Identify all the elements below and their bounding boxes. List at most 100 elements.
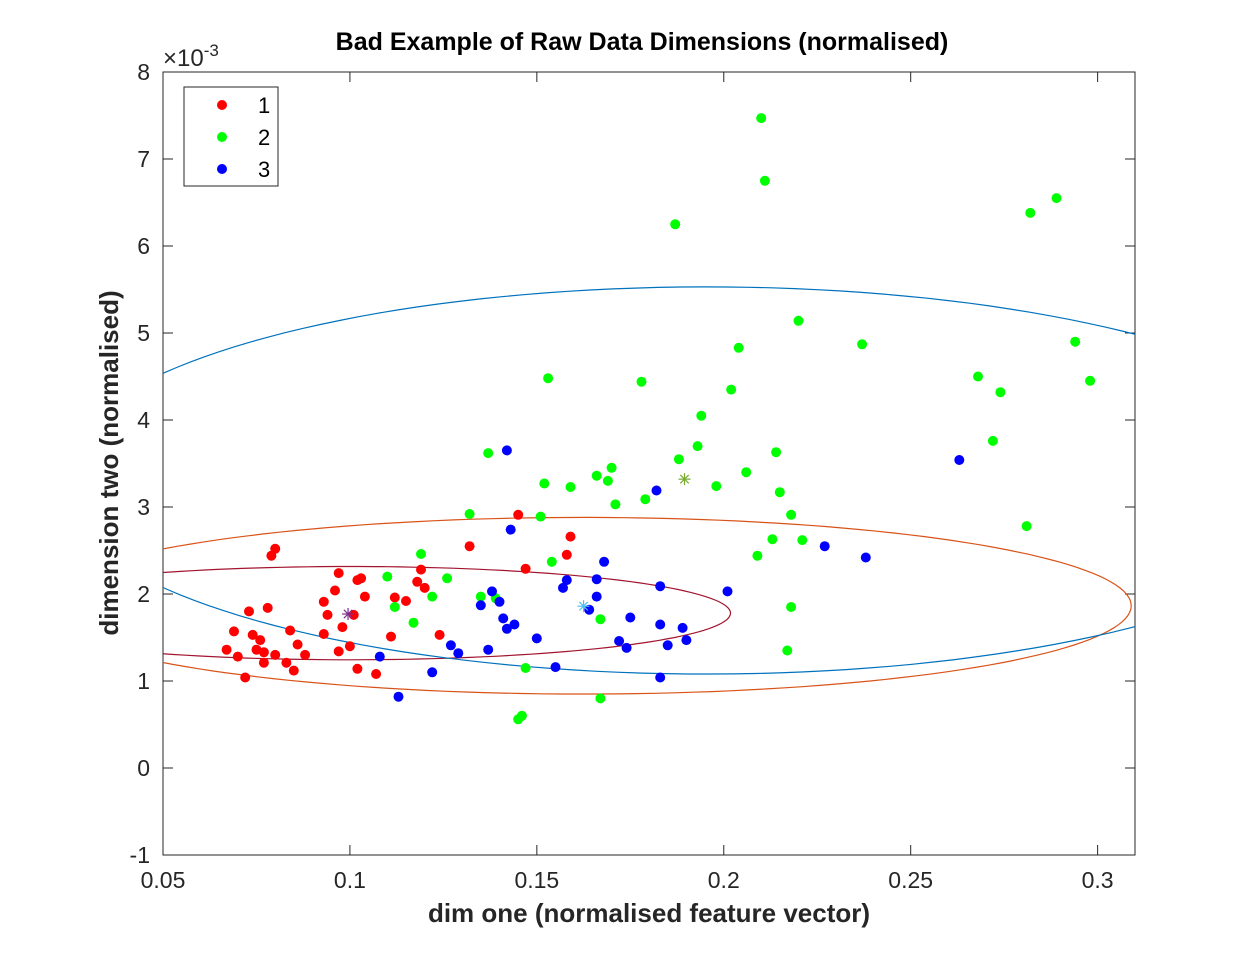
y-tick-label: -1: [130, 842, 150, 868]
data-point-series-2: [786, 509, 797, 520]
data-point-series-2: [711, 481, 722, 492]
data-point-series-2: [741, 467, 752, 478]
data-point-series-2: [382, 571, 393, 582]
data-point-series-3: [651, 485, 662, 496]
data-point-series-2: [595, 614, 606, 625]
data-point-series-1: [285, 625, 296, 636]
data-point-series-2: [793, 315, 804, 326]
data-point-series-3: [561, 575, 572, 586]
data-point-series-2: [565, 482, 576, 492]
plot-area: [162, 71, 1136, 856]
data-point-series-1: [247, 629, 258, 640]
data-point-series-2: [602, 475, 613, 486]
cluster-ellipse-2: [163, 516, 1132, 695]
data-point-series-1: [330, 585, 340, 596]
data-point-series-2: [692, 441, 703, 452]
data-point-series-3: [487, 586, 497, 597]
data-point-series-1: [281, 657, 292, 668]
data-point-series-3: [453, 648, 464, 659]
data-point-series-1: [258, 657, 269, 668]
data-point-series-3: [393, 691, 404, 702]
x-tick-label: 0.1: [334, 867, 366, 893]
data-point-series-2: [516, 710, 527, 721]
data-point-series-2: [427, 591, 438, 602]
chart-title: Bad Example of Raw Data Dimensions (norm…: [336, 28, 949, 56]
y-tick-label: 6: [137, 233, 150, 259]
legend-box: [183, 86, 279, 187]
data-point-series-3: [662, 640, 673, 651]
y-tick-label: 4: [137, 407, 150, 433]
x-tick-label: 0.25: [888, 867, 933, 893]
data-point-series-2: [696, 410, 707, 421]
data-point-series-2: [416, 549, 426, 559]
data-point-series-3: [501, 623, 512, 634]
data-point-series-3: [498, 613, 509, 624]
data-point-series-3: [505, 524, 516, 535]
data-point-series-1: [292, 639, 303, 650]
data-point-series-3: [655, 581, 666, 592]
data-point-series-1: [352, 663, 363, 674]
data-point-series-2: [782, 645, 793, 656]
data-point-series-3: [591, 591, 602, 602]
data-point-series-2: [483, 448, 494, 459]
data-point-series-2: [595, 693, 606, 704]
data-point-series-2: [670, 219, 681, 230]
data-point-series-1: [401, 596, 411, 606]
centroid-marker-1: [342, 608, 355, 621]
y-tick-label: 1: [137, 668, 150, 694]
centroid-marker-3: [577, 600, 590, 613]
y-tick-label: 7: [137, 146, 150, 172]
data-point-series-1: [229, 626, 239, 637]
data-point-series-2: [673, 454, 684, 465]
data-point-series-2: [973, 371, 983, 382]
x-axis-label: dim one (normalised feature vector): [428, 898, 870, 928]
data-point-series-2: [797, 535, 808, 546]
data-point-series-2: [464, 509, 475, 519]
data-point-series-2: [535, 511, 546, 522]
data-point-series-3: [599, 556, 610, 567]
data-point-series-3: [427, 667, 438, 678]
data-point-series-3: [445, 640, 456, 651]
data-point-series-2: [1051, 193, 1062, 204]
axis-ticks: 0.05 0.1 0.15 0.2 0.25 0.3 -1 0 1 2 3 4 5 6 7 8: [130, 59, 1135, 893]
data-point-series-3: [860, 552, 871, 563]
data-point-series-2: [771, 447, 782, 458]
data-point-series-2: [389, 602, 400, 612]
centroid-layer: [342, 473, 691, 621]
points-layer: [221, 113, 1096, 725]
data-point-series-2: [767, 534, 778, 545]
data-point-series-1: [232, 651, 243, 662]
data-point-series-1: [262, 602, 273, 613]
data-point-series-3: [954, 455, 965, 465]
data-point-series-2: [606, 462, 617, 473]
data-point-series-2: [733, 342, 744, 353]
data-point-series-3: [621, 642, 632, 653]
data-point-series-1: [561, 549, 572, 560]
y-tick-label: 0: [137, 755, 150, 781]
data-point-series-2: [475, 591, 486, 602]
cluster-ellipse-1: [163, 565, 732, 661]
data-point-series-1: [565, 531, 576, 542]
legend-marker-3: [217, 164, 227, 174]
data-point-series-1: [359, 591, 370, 602]
data-point-series-3: [722, 586, 733, 597]
data-point-series-1: [300, 649, 311, 660]
legend-marker-2: [217, 132, 227, 142]
data-point-series-1: [322, 609, 333, 620]
data-point-series-1: [221, 644, 232, 655]
data-point-series-1: [356, 573, 367, 584]
data-point-series-3: [501, 445, 512, 456]
data-point-series-1: [318, 596, 329, 607]
data-point-series-3: [819, 541, 830, 552]
data-point-series-1: [419, 582, 430, 593]
data-point-series-2: [752, 550, 763, 561]
data-point-series-2: [636, 376, 647, 387]
data-point-series-1: [244, 606, 254, 617]
data-point-series-1: [520, 563, 531, 574]
y-tick-label: 8: [137, 59, 150, 85]
data-point-series-1: [270, 649, 281, 660]
data-point-series-3: [374, 651, 385, 662]
data-point-series-1: [434, 629, 445, 640]
y-exponent-label: ×10-3: [163, 41, 219, 72]
